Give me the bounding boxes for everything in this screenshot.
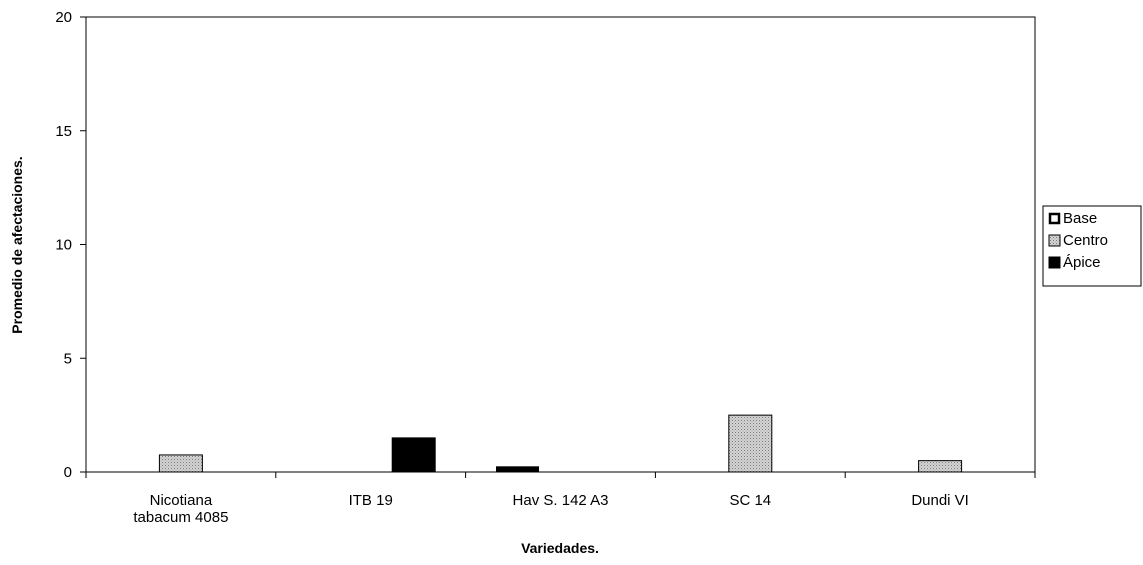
bar-centro — [158, 454, 203, 473]
x-axis-title: Variedades. — [521, 540, 599, 556]
y-tick-label: 15 — [55, 123, 72, 140]
x-tick-label: Hav S. 142 A3 — [513, 492, 609, 509]
y-tick-label: 0 — [64, 464, 72, 481]
legend-swatch-base — [1048, 212, 1061, 225]
y-tick-label: 10 — [55, 237, 72, 254]
legend-swatch-ápice — [1048, 256, 1061, 269]
y-tick-label: 5 — [64, 350, 72, 367]
legend-label-base: Base — [1063, 210, 1097, 227]
y-tick-label: 20 — [55, 9, 72, 26]
x-tick-label: ITB 19 — [349, 492, 393, 509]
bar-centro — [918, 460, 963, 473]
x-tick-label: SC 14 — [729, 492, 771, 509]
plot-area — [85, 16, 1036, 473]
legend-label-ápice: Ápice — [1063, 254, 1101, 271]
legend-label-centro: Centro — [1063, 232, 1108, 249]
bar-centro — [728, 414, 773, 473]
bar-base — [496, 466, 539, 472]
y-axis-title: Promedio de afectaciones. — [9, 156, 25, 333]
x-tick-label: Nicotiana tabacum 4085 — [133, 492, 228, 526]
legend-swatch-centro — [1048, 234, 1061, 247]
bar-ápice — [391, 437, 436, 473]
x-tick-label: Dundi VI — [911, 492, 969, 509]
